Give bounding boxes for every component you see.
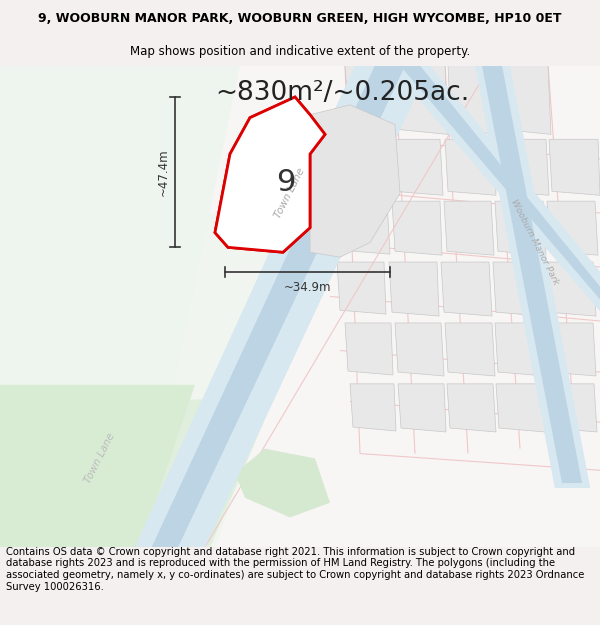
- Polygon shape: [345, 66, 395, 134]
- Polygon shape: [545, 262, 596, 316]
- Polygon shape: [390, 66, 600, 311]
- Text: ~830m²/~0.205ac.: ~830m²/~0.205ac.: [215, 80, 469, 106]
- Text: Town Lane: Town Lane: [83, 432, 117, 485]
- Polygon shape: [444, 201, 494, 255]
- Polygon shape: [0, 404, 205, 547]
- Polygon shape: [0, 385, 195, 547]
- Polygon shape: [135, 66, 430, 547]
- Text: Contains OS data © Crown copyright and database right 2021. This information is : Contains OS data © Crown copyright and d…: [6, 547, 584, 592]
- Polygon shape: [0, 434, 240, 547]
- Polygon shape: [441, 262, 492, 316]
- Polygon shape: [0, 399, 270, 547]
- Text: Wooburn Manor Park: Wooburn Manor Park: [509, 198, 560, 287]
- Polygon shape: [0, 66, 240, 547]
- Text: ~47.4m: ~47.4m: [157, 148, 170, 196]
- Polygon shape: [547, 384, 597, 432]
- Text: ~34.9m: ~34.9m: [284, 281, 331, 294]
- Polygon shape: [445, 323, 495, 376]
- Polygon shape: [215, 97, 325, 253]
- Polygon shape: [445, 139, 496, 195]
- Polygon shape: [389, 262, 439, 316]
- Polygon shape: [135, 66, 430, 547]
- Polygon shape: [496, 139, 549, 195]
- Text: Map shows position and indicative extent of the property.: Map shows position and indicative extent…: [130, 45, 470, 58]
- Polygon shape: [398, 384, 446, 432]
- Polygon shape: [447, 384, 496, 432]
- Polygon shape: [0, 419, 265, 547]
- Polygon shape: [547, 201, 598, 255]
- Polygon shape: [482, 66, 582, 483]
- Polygon shape: [135, 66, 430, 547]
- Polygon shape: [392, 139, 443, 195]
- Polygon shape: [392, 201, 442, 255]
- Polygon shape: [482, 66, 582, 483]
- Polygon shape: [152, 66, 405, 547]
- Polygon shape: [0, 213, 340, 547]
- Polygon shape: [337, 262, 386, 314]
- Polygon shape: [495, 323, 545, 376]
- Polygon shape: [0, 66, 600, 547]
- Polygon shape: [340, 201, 390, 254]
- Polygon shape: [496, 384, 545, 432]
- Text: 9, WOOBURN MANOR PARK, WOOBURN GREEN, HIGH WYCOMBE, HP10 0ET: 9, WOOBURN MANOR PARK, WOOBURN GREEN, HI…: [38, 12, 562, 25]
- Polygon shape: [400, 66, 600, 299]
- Polygon shape: [345, 323, 393, 375]
- Text: 9: 9: [276, 169, 295, 198]
- Polygon shape: [549, 139, 600, 195]
- Polygon shape: [395, 323, 444, 376]
- Polygon shape: [395, 66, 448, 134]
- Polygon shape: [475, 66, 590, 488]
- Polygon shape: [340, 139, 391, 193]
- Text: Town Lane: Town Lane: [273, 166, 307, 220]
- Polygon shape: [152, 66, 405, 547]
- Polygon shape: [500, 66, 551, 134]
- Polygon shape: [215, 97, 325, 253]
- Polygon shape: [493, 262, 544, 316]
- Polygon shape: [400, 66, 600, 299]
- Polygon shape: [235, 449, 330, 518]
- Polygon shape: [546, 323, 596, 376]
- Polygon shape: [475, 66, 590, 488]
- Polygon shape: [310, 105, 400, 257]
- Polygon shape: [390, 66, 600, 311]
- Polygon shape: [152, 66, 405, 547]
- Polygon shape: [448, 66, 500, 134]
- Polygon shape: [495, 201, 546, 255]
- Polygon shape: [350, 384, 396, 431]
